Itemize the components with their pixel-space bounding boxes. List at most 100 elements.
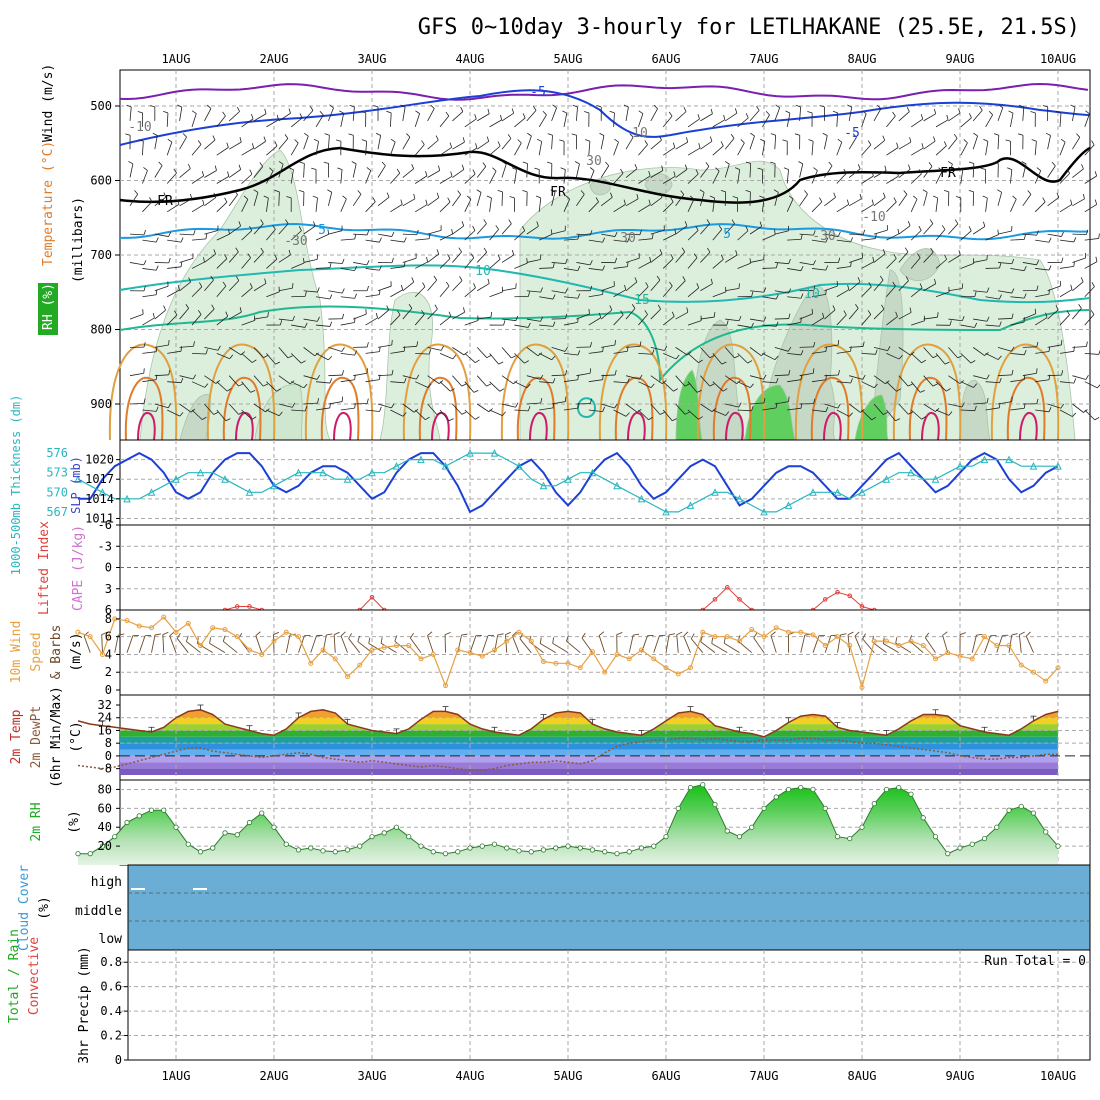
wind-barb bbox=[700, 347, 711, 358]
wind-barb-flag bbox=[999, 321, 1002, 327]
wind-barb bbox=[997, 346, 1012, 352]
contour-20-orange bbox=[108, 343, 178, 441]
wind-barb-flag bbox=[508, 219, 512, 224]
wind-barb bbox=[724, 254, 738, 263]
wind-barb-flag bbox=[1008, 110, 1014, 114]
cloud-level-middle: middle bbox=[75, 904, 122, 919]
rh2m-point bbox=[357, 843, 363, 849]
wind10m-speed-point bbox=[1055, 665, 1061, 671]
wind-barb-flag bbox=[403, 237, 407, 243]
wind-barb-flag bbox=[988, 110, 993, 116]
date-label-bottom: 1AUG bbox=[162, 1069, 191, 1083]
thickness-marker bbox=[172, 475, 180, 483]
wind-barb-flag bbox=[515, 315, 519, 321]
wind-barb-flag bbox=[800, 265, 804, 271]
wind-barb-flag bbox=[788, 258, 791, 264]
cloud-panel: high middle low Cloud Cover (%) bbox=[17, 864, 1091, 951]
temperature-band bbox=[120, 768, 1058, 775]
wind-barb bbox=[353, 233, 368, 236]
wind-barb-flag bbox=[168, 257, 171, 263]
lifted-index-line bbox=[359, 596, 385, 611]
rh2m-series bbox=[75, 782, 1061, 865]
date-label-top: 9AUG bbox=[946, 52, 975, 66]
wind-barb-flag bbox=[527, 132, 532, 137]
wind-barb-flag bbox=[822, 312, 825, 318]
wind-barb bbox=[737, 117, 749, 128]
wind-barb-flag bbox=[599, 132, 605, 136]
wind-barb bbox=[266, 197, 269, 212]
wind-barb-flag bbox=[843, 168, 847, 174]
wind-barb bbox=[948, 223, 959, 235]
wind-barb-flag bbox=[1072, 412, 1077, 417]
wind-barb bbox=[278, 191, 280, 206]
wind-barb bbox=[514, 230, 526, 241]
thickness-marker bbox=[735, 494, 744, 503]
wind-barb-flag bbox=[938, 167, 943, 172]
wind-barb bbox=[762, 197, 765, 212]
rh2m-point bbox=[455, 849, 461, 855]
wind-barb bbox=[725, 403, 739, 408]
wind-barb bbox=[414, 409, 426, 420]
wind-barb-flag bbox=[788, 195, 794, 200]
rh2m-point bbox=[124, 819, 130, 826]
wind-barb bbox=[960, 262, 974, 269]
wind10m-speed-point bbox=[639, 647, 644, 653]
wind10m-speed-point bbox=[884, 638, 889, 644]
wind-barb-flag bbox=[627, 378, 630, 384]
wind-barb bbox=[1047, 309, 1059, 320]
wind-barb bbox=[935, 291, 950, 298]
wind-barb-flag bbox=[259, 162, 264, 167]
wind10m-barb bbox=[1018, 634, 1022, 653]
wind-barb bbox=[638, 144, 648, 156]
wind-barb-flag bbox=[1018, 133, 1024, 136]
wind-barb-flag bbox=[224, 254, 228, 259]
wind-barb bbox=[377, 374, 392, 377]
wind10m-speed-point bbox=[871, 638, 877, 644]
rh2m-point bbox=[271, 824, 277, 830]
wind-barb bbox=[204, 139, 216, 150]
wind-barb-flag bbox=[205, 233, 208, 239]
wind-barb bbox=[1022, 233, 1037, 236]
wind-barb bbox=[923, 113, 936, 122]
wind-barb-flag bbox=[648, 171, 651, 177]
wind-barb-flag bbox=[565, 195, 570, 200]
rh2m-point bbox=[834, 834, 841, 840]
rh2m-point bbox=[614, 851, 620, 857]
wind-barb bbox=[179, 345, 194, 348]
wind-barb bbox=[762, 324, 777, 327]
wind-barb-flag bbox=[624, 284, 627, 290]
wind-barb bbox=[476, 113, 490, 122]
wind-barb bbox=[687, 409, 699, 420]
wind10m-speed-point bbox=[357, 662, 363, 668]
wind-barb-flag bbox=[639, 374, 643, 380]
wind10m-barb bbox=[469, 635, 477, 653]
wind-barb bbox=[1072, 403, 1084, 413]
wind-barb-flag bbox=[825, 406, 829, 412]
wind-barb bbox=[873, 108, 882, 122]
wind-barb bbox=[241, 199, 249, 213]
contour-label: 10 bbox=[475, 264, 491, 279]
wind-barb bbox=[588, 201, 599, 213]
wind-barb-flag bbox=[745, 226, 749, 231]
wind-barb-flag bbox=[934, 278, 937, 284]
wind-barb bbox=[997, 262, 1012, 265]
wind-barb-flag bbox=[559, 139, 565, 142]
wind-barb bbox=[898, 141, 912, 150]
thickness-marker bbox=[392, 462, 401, 470]
rh2m-point bbox=[344, 847, 351, 853]
wind-barb-flag bbox=[682, 276, 686, 281]
wind-barb-flag bbox=[421, 140, 425, 145]
wind10m-barb bbox=[222, 640, 238, 654]
wind10m-barb-flag bbox=[616, 631, 623, 636]
wind-barb bbox=[923, 347, 934, 359]
wind-barb-flag bbox=[238, 164, 242, 170]
wind-barb-flag bbox=[997, 189, 1002, 193]
wind10m-speed-point bbox=[479, 653, 485, 659]
wind-barb bbox=[1022, 106, 1025, 121]
wind-barb-flag bbox=[973, 132, 978, 137]
slp-line bbox=[78, 451, 1059, 514]
wind-barb bbox=[328, 135, 330, 150]
wind-barb bbox=[873, 197, 886, 207]
wind-barb bbox=[960, 230, 972, 241]
wind-barb-flag bbox=[946, 114, 949, 120]
